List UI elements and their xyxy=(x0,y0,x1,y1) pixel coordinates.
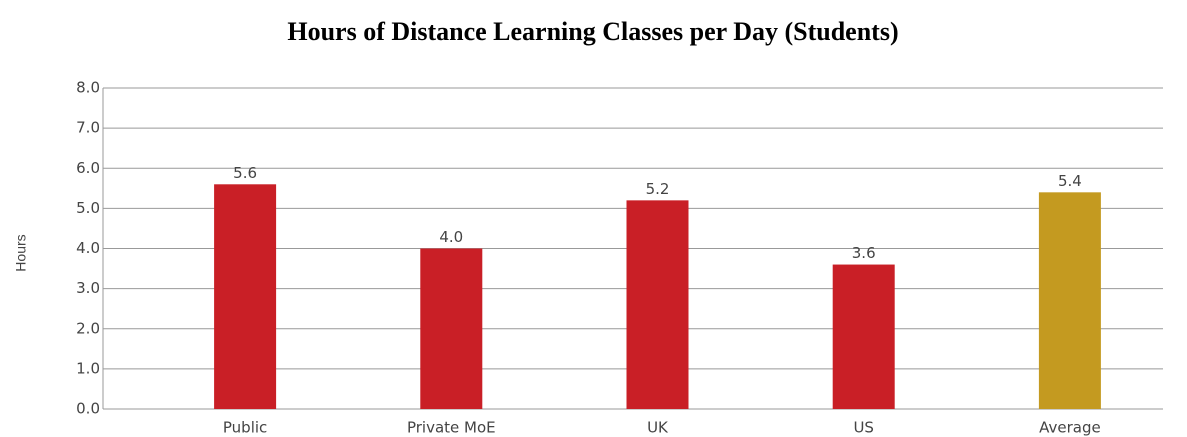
chart-title: Hours of Distance Learning Classes per D… xyxy=(287,17,898,46)
x-tick-label: Average xyxy=(1039,419,1101,437)
y-tick-label: 6.0 xyxy=(76,159,100,177)
y-tick-label: 3.0 xyxy=(76,279,100,297)
bar xyxy=(832,264,895,409)
y-axis-label: Hours xyxy=(13,234,29,271)
data-label: 5.2 xyxy=(646,180,670,198)
bar xyxy=(1038,192,1101,409)
y-tick-label: 4.0 xyxy=(76,239,100,257)
y-tick-label: 1.0 xyxy=(76,359,100,377)
x-tick-label: Public xyxy=(223,419,267,437)
x-tick-label: UK xyxy=(647,419,669,437)
bar xyxy=(420,248,483,409)
bar xyxy=(626,200,689,409)
data-label: 4.0 xyxy=(439,228,463,246)
data-label: 3.6 xyxy=(852,244,876,262)
y-tick-label: 5.0 xyxy=(76,199,100,217)
data-label: 5.6 xyxy=(233,164,257,182)
y-tick-label: 2.0 xyxy=(76,319,100,337)
x-tick-label: US xyxy=(853,419,874,437)
y-tick-label: 7.0 xyxy=(76,119,100,137)
y-tick-label: 8.0 xyxy=(76,79,100,97)
y-tick-label: 0.0 xyxy=(76,400,100,418)
data-label: 5.4 xyxy=(1058,172,1082,190)
bar xyxy=(214,184,277,409)
x-tick-label: Private MoE xyxy=(407,419,496,437)
